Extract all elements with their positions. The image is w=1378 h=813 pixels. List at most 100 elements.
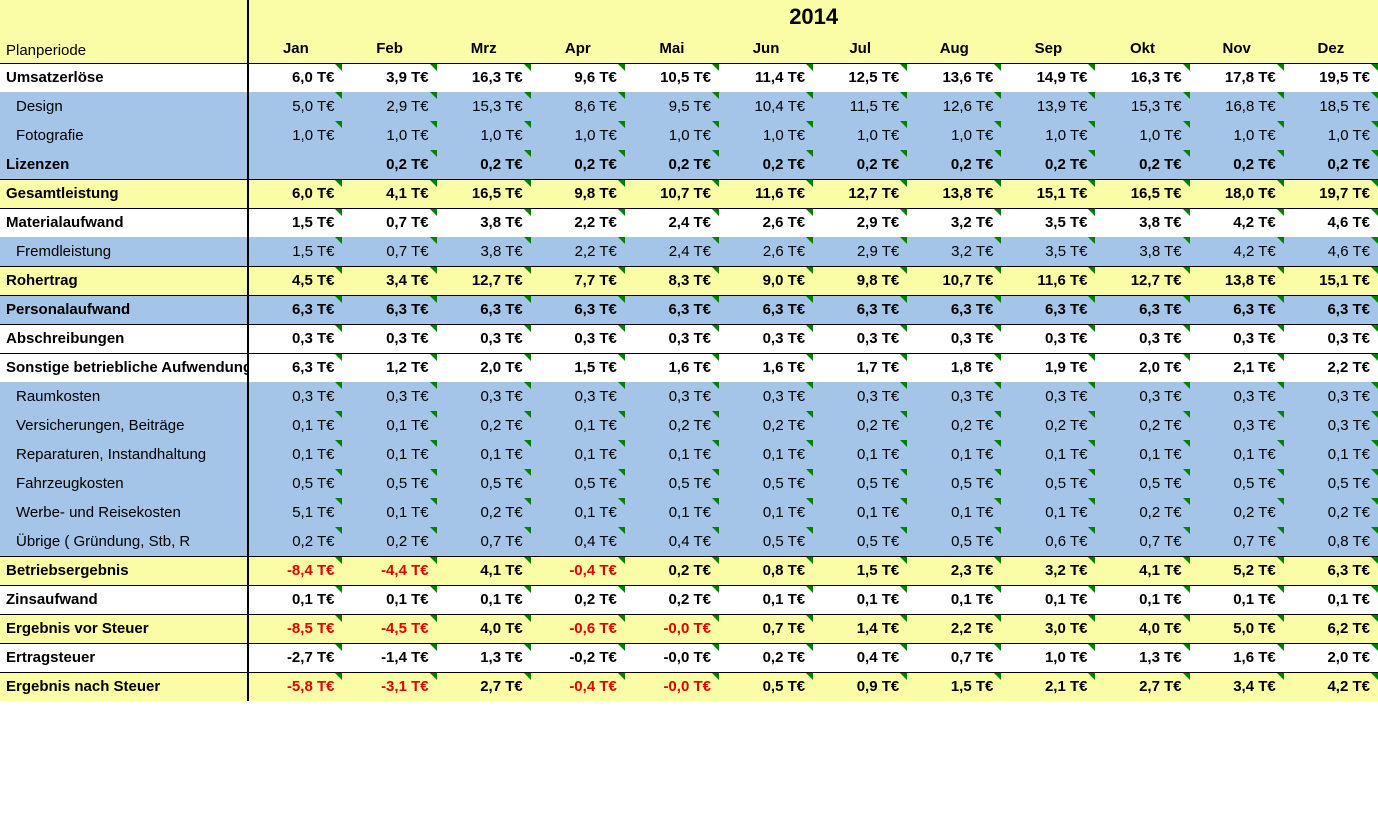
value-cell: 0,5 T€ [1001, 469, 1095, 498]
table-row: Raumkosten0,3 T€0,3 T€0,3 T€0,3 T€0,3 T€… [0, 382, 1378, 411]
month-header: Aug [907, 34, 1001, 63]
value-cell: 0,4 T€ [625, 527, 719, 556]
value-cell: 6,0 T€ [248, 63, 342, 92]
value-cell: 0,1 T€ [1001, 440, 1095, 469]
value-cell: 2,3 T€ [907, 556, 1001, 585]
value-cell: 12,7 T€ [813, 179, 907, 208]
value-cell: 4,0 T€ [437, 614, 531, 643]
value-cell: 0,2 T€ [719, 411, 813, 440]
table-row: Fremdleistung1,5 T€0,7 T€3,8 T€2,2 T€2,4… [0, 237, 1378, 266]
table-row: Rohertrag4,5 T€3,4 T€12,7 T€7,7 T€8,3 T€… [0, 266, 1378, 295]
row-label: Ergebnis nach Steuer [0, 672, 248, 701]
value-cell: 0,1 T€ [1001, 585, 1095, 614]
value-cell: 0,2 T€ [531, 585, 625, 614]
value-cell: 0,3 T€ [531, 324, 625, 353]
value-cell: 0,2 T€ [1190, 498, 1284, 527]
value-cell: 0,2 T€ [1095, 498, 1189, 527]
value-cell: 6,3 T€ [531, 295, 625, 324]
value-cell: 4,0 T€ [1095, 614, 1189, 643]
table-row: Werbe- und Reisekosten5,1 T€0,1 T€0,2 T€… [0, 498, 1378, 527]
value-cell: 7,7 T€ [531, 266, 625, 295]
value-cell: 2,9 T€ [813, 208, 907, 237]
value-cell: 0,3 T€ [342, 382, 436, 411]
value-cell: 4,2 T€ [1190, 208, 1284, 237]
value-cell: 1,4 T€ [813, 614, 907, 643]
value-cell: 9,8 T€ [813, 266, 907, 295]
value-cell: 0,5 T€ [248, 469, 342, 498]
value-cell: 16,5 T€ [437, 179, 531, 208]
value-cell: 1,8 T€ [907, 353, 1001, 382]
value-cell: 0,3 T€ [907, 382, 1001, 411]
value-cell: 3,2 T€ [907, 237, 1001, 266]
value-cell: -8,5 T€ [248, 614, 342, 643]
value-cell: 1,2 T€ [342, 353, 436, 382]
period-label: Planperiode [0, 34, 248, 63]
value-cell: 3,8 T€ [437, 208, 531, 237]
value-cell: 2,9 T€ [342, 92, 436, 121]
value-cell: 0,2 T€ [342, 527, 436, 556]
value-cell: 9,5 T€ [625, 92, 719, 121]
value-cell: 3,9 T€ [342, 63, 436, 92]
table-row: Betriebsergebnis-8,4 T€-4,4 T€4,1 T€-0,4… [0, 556, 1378, 585]
value-cell: 4,2 T€ [1190, 237, 1284, 266]
row-label: Betriebsergebnis [0, 556, 248, 585]
value-cell: 15,1 T€ [1001, 179, 1095, 208]
value-cell: 19,5 T€ [1284, 63, 1378, 92]
value-cell: 0,1 T€ [1190, 440, 1284, 469]
table-row: Fahrzeugkosten0,5 T€0,5 T€0,5 T€0,5 T€0,… [0, 469, 1378, 498]
value-cell: 3,5 T€ [1001, 208, 1095, 237]
table-row: Fotografie1,0 T€1,0 T€1,0 T€1,0 T€1,0 T€… [0, 121, 1378, 150]
value-cell: 3,0 T€ [1001, 614, 1095, 643]
value-cell: 0,3 T€ [719, 324, 813, 353]
value-cell: 2,7 T€ [437, 672, 531, 701]
value-cell: 1,5 T€ [907, 672, 1001, 701]
value-cell: 4,1 T€ [342, 179, 436, 208]
row-label: Ergebnis vor Steuer [0, 614, 248, 643]
value-cell: 0,5 T€ [342, 469, 436, 498]
value-cell: 11,4 T€ [719, 63, 813, 92]
value-cell: 0,5 T€ [813, 469, 907, 498]
value-cell: 16,8 T€ [1190, 92, 1284, 121]
value-cell: 0,2 T€ [1001, 150, 1095, 179]
value-cell: 0,2 T€ [625, 585, 719, 614]
value-cell: 0,1 T€ [719, 585, 813, 614]
value-cell: 0,1 T€ [1001, 498, 1095, 527]
value-cell: 1,0 T€ [813, 121, 907, 150]
value-cell: 0,7 T€ [907, 643, 1001, 672]
value-cell: 4,2 T€ [1284, 672, 1378, 701]
value-cell: 1,0 T€ [342, 121, 436, 150]
value-cell: 0,3 T€ [1095, 382, 1189, 411]
value-cell: 0,1 T€ [342, 585, 436, 614]
value-cell: 0,2 T€ [1284, 498, 1378, 527]
value-cell: 0,3 T€ [1190, 382, 1284, 411]
value-cell: 2,0 T€ [1095, 353, 1189, 382]
value-cell: 0,2 T€ [248, 527, 342, 556]
value-cell: 0,7 T€ [1095, 527, 1189, 556]
value-cell: 0,1 T€ [248, 440, 342, 469]
value-cell: 2,1 T€ [1190, 353, 1284, 382]
value-cell: 0,8 T€ [719, 556, 813, 585]
value-cell: 1,5 T€ [531, 353, 625, 382]
value-cell: 0,1 T€ [813, 498, 907, 527]
value-cell: 0,1 T€ [531, 440, 625, 469]
value-cell: 5,2 T€ [1190, 556, 1284, 585]
month-header: Sep [1001, 34, 1095, 63]
value-cell: 0,3 T€ [813, 324, 907, 353]
value-cell: 3,5 T€ [1001, 237, 1095, 266]
value-cell: 2,2 T€ [907, 614, 1001, 643]
year-title: 2014 [248, 0, 1378, 34]
value-cell: 16,5 T€ [1095, 179, 1189, 208]
value-cell: 0,1 T€ [342, 411, 436, 440]
value-cell: 2,6 T€ [719, 208, 813, 237]
value-cell: 6,3 T€ [248, 353, 342, 382]
value-cell: 0,1 T€ [531, 498, 625, 527]
value-cell: 4,6 T€ [1284, 208, 1378, 237]
value-cell: 6,3 T€ [813, 295, 907, 324]
value-cell: 0,5 T€ [1284, 469, 1378, 498]
table-row: Zinsaufwand0,1 T€0,1 T€0,1 T€0,2 T€0,2 T… [0, 585, 1378, 614]
row-label: Materialaufwand [0, 208, 248, 237]
value-cell: 1,0 T€ [1001, 121, 1095, 150]
month-header: Mrz [437, 34, 531, 63]
value-cell: 5,0 T€ [248, 92, 342, 121]
value-cell: 3,2 T€ [907, 208, 1001, 237]
